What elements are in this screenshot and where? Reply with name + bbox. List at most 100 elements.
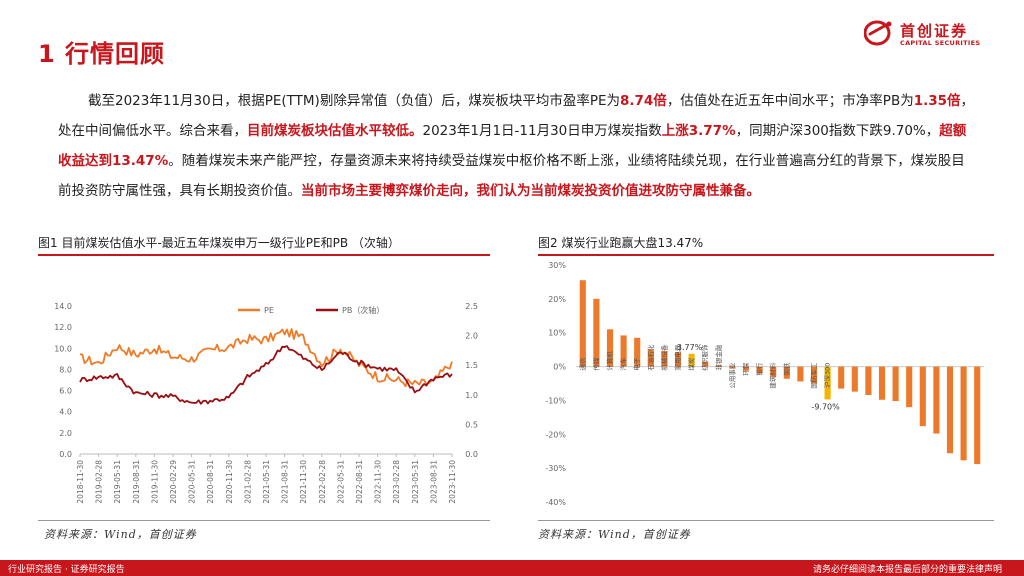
x-tick-label: 2022-02-28 bbox=[318, 460, 327, 504]
bar bbox=[688, 353, 695, 367]
figure2-chart: 30% 20% 10% 0% -10% -20% -30% -40% 通信 传媒 计算机 汽车 电子 石油… bbox=[538, 258, 994, 520]
bar bbox=[933, 366, 940, 434]
y-left-tick-label: 4.0 bbox=[59, 408, 72, 417]
y-tick-label: -40% bbox=[545, 498, 566, 507]
category-label: 电子 bbox=[632, 357, 641, 371]
highlight-text: 超额收益达到13.47% bbox=[58, 123, 967, 169]
y-right-tick-label: 1.5 bbox=[465, 361, 478, 370]
highlight-text: 1.35倍 bbox=[913, 93, 961, 109]
y-tick-label: -20% bbox=[545, 430, 566, 439]
bar bbox=[742, 366, 750, 371]
bar bbox=[878, 366, 886, 400]
category-label: 煤炭 bbox=[687, 357, 696, 371]
footer-bar: 行业研究报告 · 证券研究报告 请务必仔细阅读本报告最后部分的重要法律声明 bbox=[0, 560, 1024, 576]
body-text: 截至2023年11月30日，根据PE(TTM)剔除异常值（负值）后，煤炭板块平均… bbox=[88, 93, 620, 109]
bar bbox=[729, 366, 736, 369]
logo-text-en: CAPITAL SECURITIES bbox=[900, 39, 981, 47]
logo-mark-icon bbox=[864, 20, 892, 46]
x-tick-label: 2021-11-30 bbox=[299, 460, 308, 504]
y-right-tick-label: 2.0 bbox=[465, 332, 478, 341]
x-tick-label: 2018-11-30 bbox=[76, 460, 85, 504]
bar bbox=[892, 366, 899, 402]
bar bbox=[838, 366, 845, 389]
category-label: 环保 bbox=[741, 362, 750, 376]
y-right-tick-label: 0.0 bbox=[465, 450, 478, 459]
x-tick-label: 2021-05-31 bbox=[262, 460, 271, 504]
figure2-source: 资料来源：Wind，首创证券 bbox=[538, 528, 691, 541]
bar bbox=[770, 366, 777, 377]
category-label: 公用事业 bbox=[727, 362, 736, 389]
y-left-tick-label: 12.0 bbox=[54, 323, 72, 332]
page-title: 1 行情回顾 bbox=[38, 40, 166, 68]
y-right-tick-label: 0.5 bbox=[465, 420, 478, 429]
bar bbox=[783, 366, 790, 379]
legend-label: PB（次轴） bbox=[342, 305, 384, 315]
category-label: 建筑材料 bbox=[768, 362, 777, 389]
pe-pb-line-chart: 0.0 2.0 4.0 6.0 8.0 10.0 12.0 14.0 0.0 0.5 1.0 1.5 2… bbox=[54, 302, 478, 504]
bar bbox=[865, 366, 872, 396]
x-tick-label: 2022-05-31 bbox=[336, 460, 345, 504]
footer-left-text: 行业研究报告 · 证券研究报告 bbox=[8, 565, 125, 575]
x-tick-label: 2019-11-30 bbox=[150, 460, 159, 504]
bar bbox=[851, 366, 858, 392]
pb-series-line bbox=[79, 345, 453, 405]
bar bbox=[647, 349, 654, 367]
x-tick-label: 2023-11-30 bbox=[448, 460, 457, 504]
bar bbox=[634, 337, 641, 367]
highlight-text: 8.74倍 bbox=[620, 93, 667, 109]
category-label: 传媒 bbox=[591, 357, 600, 371]
y-tick-label: 10% bbox=[548, 329, 566, 338]
category-label: 非银金融 bbox=[714, 344, 723, 371]
x-tick-label: 2023-02-28 bbox=[392, 460, 401, 504]
category-label: 沪深300 bbox=[823, 363, 832, 388]
body-text: 。随着煤炭未来产能严控，存量资源未来将持续受益煤炭中枢价格不断上涨，业绩将陆续兑… bbox=[58, 153, 965, 199]
industry-return-bar-chart: 30% 20% 10% 0% -10% -20% -30% -40% 通信 传媒 计算机 汽车 电子 石油… bbox=[545, 261, 984, 507]
x-tick-label: 2022-08-31 bbox=[355, 460, 364, 504]
highlight-text: 当前市场主要博弈煤价走向，我们认为当前煤炭投资价值进攻防守属性兼备。 bbox=[301, 183, 760, 199]
pe-series-line bbox=[79, 328, 453, 388]
bar bbox=[974, 366, 981, 465]
y-right-tick-label: 2.5 bbox=[465, 302, 478, 311]
category-label: 通信 bbox=[578, 357, 587, 371]
y-left-tick-label: 2.0 bbox=[59, 429, 72, 438]
x-tick-label: 2021-08-31 bbox=[281, 460, 290, 504]
category-label: 家用电器 bbox=[673, 344, 682, 371]
category-label: 钢铁 bbox=[782, 362, 791, 376]
y-left-tick-label: 14.0 bbox=[54, 302, 72, 311]
x-tick-label: 2022-11-30 bbox=[374, 460, 383, 504]
bar bbox=[674, 352, 682, 367]
bar bbox=[919, 366, 926, 427]
highlight-text: 上涨3.77% bbox=[661, 123, 736, 139]
figure1-chart: 0.0 2.0 4.0 6.0 8.0 10.0 12.0 14.0 0.0 0.5 1.0 1.5 2… bbox=[38, 258, 490, 520]
bar bbox=[702, 361, 709, 367]
body-text: 2023年1月1日-11月30日申万煤炭指数 bbox=[422, 123, 662, 139]
x-tick-label: 2020-08-31 bbox=[206, 460, 215, 504]
legend-label: PE bbox=[264, 306, 274, 315]
y-tick-label: -10% bbox=[545, 396, 566, 405]
bar bbox=[824, 366, 831, 400]
logo-text-cn: 首创证券 bbox=[900, 22, 969, 40]
x-tick-label: 2021-02-28 bbox=[243, 460, 252, 504]
y-tick-label: -30% bbox=[545, 464, 566, 473]
y-tick-label: 20% bbox=[548, 295, 566, 304]
bar bbox=[593, 298, 600, 367]
bar bbox=[606, 329, 614, 367]
bar bbox=[620, 335, 627, 367]
highlight-text: 目前煤炭板块估值水平较低。 bbox=[247, 123, 423, 139]
data-label: 3.77% bbox=[677, 343, 703, 352]
y-left-tick-label: 6.0 bbox=[59, 387, 72, 396]
body-text: ，同期沪深300指数下跌9.70%， bbox=[735, 123, 940, 139]
y-tick-label: 0% bbox=[553, 363, 566, 372]
figure1-title: 图1 目前煤炭估值水平-最近五年煤炭申万一级行业PE和PB （次轴） bbox=[38, 236, 400, 250]
bar bbox=[715, 364, 722, 367]
bar bbox=[946, 366, 954, 454]
x-tick-label: 2023-05-31 bbox=[411, 460, 420, 504]
figure2-rule bbox=[538, 254, 994, 256]
summary-paragraph: 截至2023年11月30日，根据PE(TTM)剔除异常值（负值）后，煤炭板块平均… bbox=[58, 86, 976, 206]
figure2-title: 图2 煤炭行业跑赢大盘13.47% bbox=[538, 236, 704, 250]
figure1-rule bbox=[38, 254, 490, 256]
x-tick-label: 2020-05-31 bbox=[188, 460, 197, 504]
category-label: 汽车 bbox=[619, 357, 628, 371]
bar bbox=[906, 366, 913, 408]
y-left-tick-label: 10.0 bbox=[54, 344, 72, 353]
